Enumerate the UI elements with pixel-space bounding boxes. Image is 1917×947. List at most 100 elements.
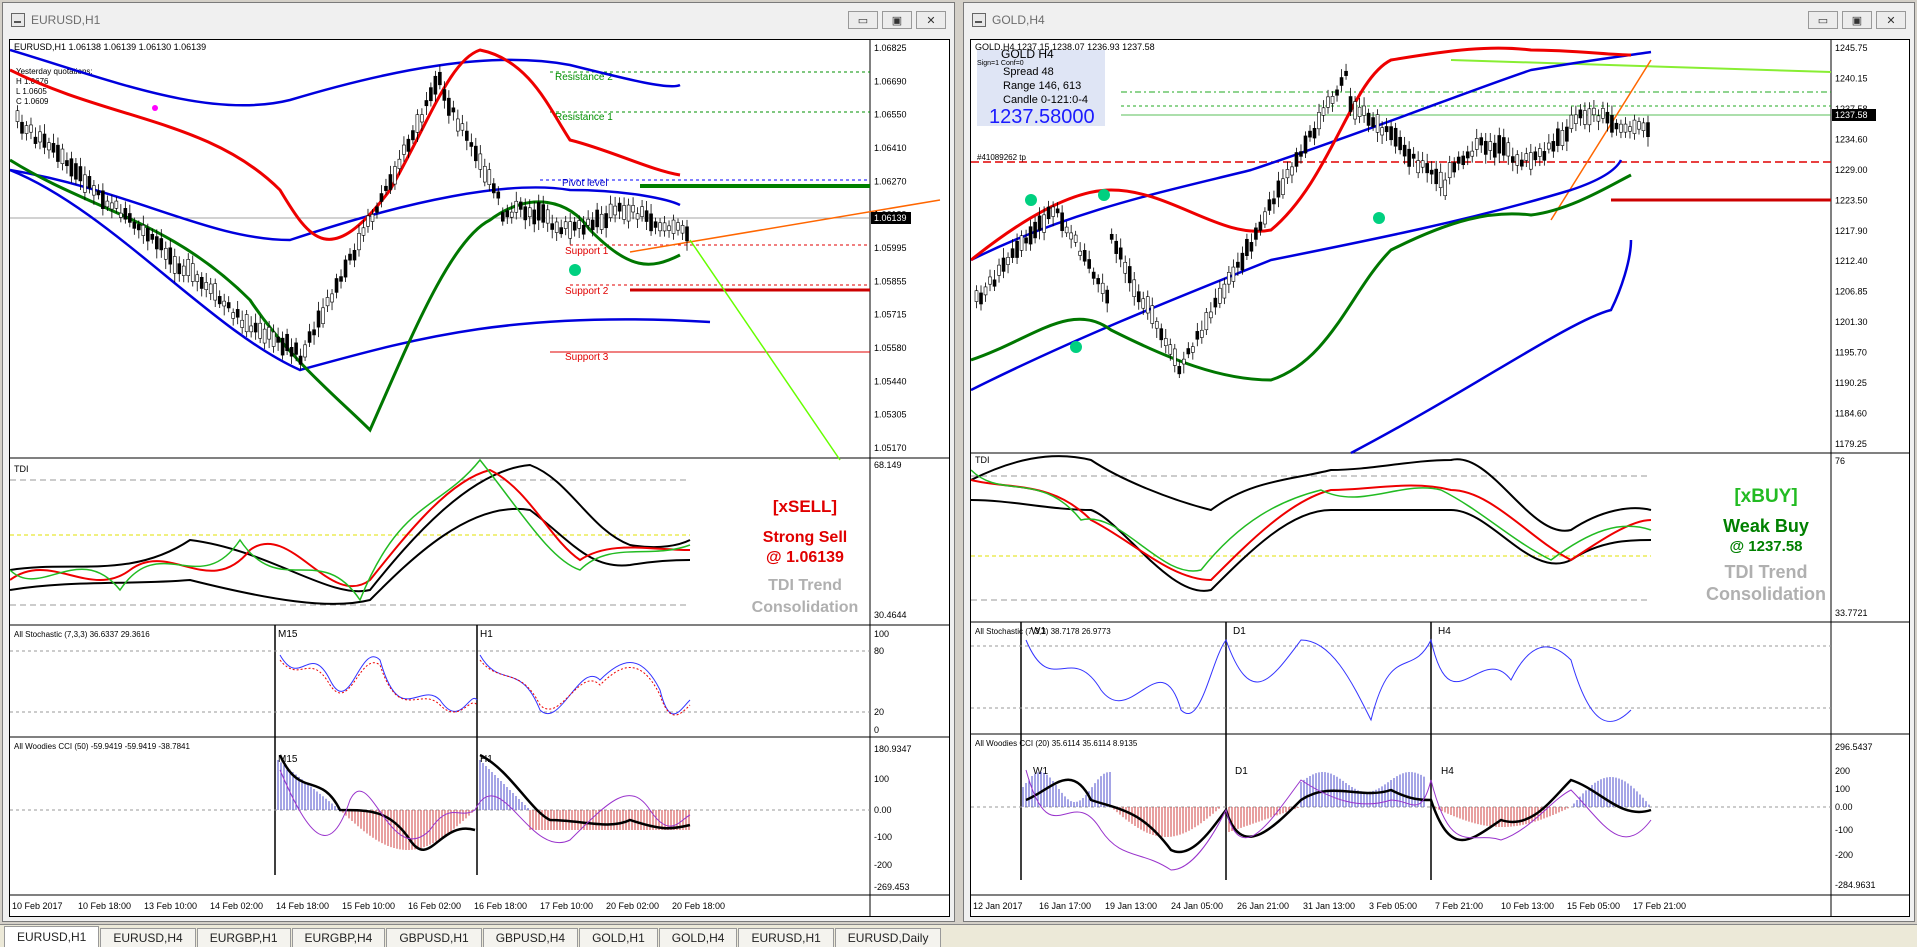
cci-line — [479, 753, 691, 830]
chart-window-eurusd[interactable]: EURUSD,H1 ▭ ▣ ✕ EURUSD,H1 1.06138 1.0613… — [2, 2, 955, 922]
chart-tab[interactable]: EURGBP,H4 — [291, 928, 386, 947]
candle — [1366, 112, 1371, 126]
support-3-label: Support 3 — [565, 352, 609, 363]
chart-tab[interactable]: EURUSD,H4 — [100, 928, 196, 947]
candle — [1281, 178, 1285, 195]
time-axis-label: 16 Jan 17:00 — [1039, 901, 1091, 911]
candle — [1087, 259, 1091, 269]
candle — [298, 355, 303, 365]
candle — [1411, 153, 1416, 159]
candle — [217, 296, 222, 305]
svg-text:TDI: TDI — [975, 455, 990, 465]
svg-text:80: 80 — [874, 646, 884, 656]
window-titlebar[interactable]: EURUSD,H1 ▭ ▣ ✕ — [3, 3, 954, 37]
upper-red-band — [971, 46, 1632, 262]
trend-state: Consolidation — [752, 599, 859, 616]
candle — [1123, 261, 1128, 274]
candle — [979, 292, 983, 305]
candle — [1479, 137, 1484, 146]
candle — [1614, 122, 1619, 130]
candle — [1145, 296, 1150, 314]
svg-text:-284.9631: -284.9631 — [1835, 880, 1876, 890]
candle — [249, 325, 253, 333]
candle — [119, 212, 123, 218]
window-title: GOLD,H4 — [992, 13, 1045, 27]
candle — [411, 130, 415, 141]
svg-text:All Stochastic (7,3,3) 38.7178: All Stochastic (7,3,3) 38.7178 26.9773 — [975, 627, 1111, 636]
candle — [1339, 77, 1344, 86]
chart-canvas[interactable]: GOLD,H4 1237.15 1238.07 1236.93 1237.58 … — [970, 39, 1910, 917]
candle — [1542, 151, 1547, 161]
svg-text:33.7721: 33.7721 — [1835, 608, 1868, 618]
info-spread: Spread 48 — [1003, 66, 1054, 78]
candle — [348, 253, 352, 261]
candle — [604, 213, 608, 229]
candle — [1019, 235, 1024, 251]
candle — [613, 205, 617, 216]
chart-tab[interactable]: EURUSD,Daily — [834, 928, 942, 947]
candle — [1587, 108, 1592, 126]
candle — [1263, 211, 1267, 225]
mid-blue-band — [10, 168, 681, 242]
candle — [1064, 226, 1069, 234]
candle — [101, 190, 105, 209]
signal-text: [xBUY] — [1734, 486, 1797, 507]
price-scale-label: 1212.40 — [1835, 256, 1868, 266]
candle — [1105, 289, 1109, 304]
candle — [1046, 206, 1051, 220]
candle — [599, 213, 604, 230]
candle — [123, 208, 128, 220]
candle — [1024, 237, 1028, 244]
candle — [500, 212, 505, 222]
price-scale-label: 1190.25 — [1835, 378, 1867, 388]
minimize-button[interactable]: ▭ — [848, 11, 878, 29]
maximize-button[interactable]: ▣ — [882, 11, 912, 29]
close-button[interactable]: ✕ — [916, 11, 946, 29]
candle — [375, 206, 379, 213]
candle — [222, 300, 226, 307]
chart-window-gold[interactable]: GOLD,H4 ▭ ▣ ✕ GOLD,H4 1237.15 1238.07 12… — [963, 2, 1915, 922]
price-scale-label: 1.05580 — [874, 343, 907, 353]
candle — [1006, 257, 1010, 265]
chart-tab[interactable]: GBPUSD,H1 — [386, 928, 482, 947]
close-button[interactable]: ✕ — [1876, 11, 1906, 29]
chart-tab[interactable]: EURUSD,H1 — [4, 926, 100, 947]
stochastic-header: All Stochastic (7,3,3) 36.6337 29.3616 — [14, 630, 150, 639]
svg-text:76: 76 — [1835, 456, 1845, 466]
current-price-badge — [871, 212, 911, 224]
candle — [199, 276, 204, 289]
chart-tab[interactable]: GOLD,H1 — [579, 928, 658, 947]
candle — [1182, 358, 1186, 365]
chart-tab[interactable]: GOLD,H4 — [658, 928, 738, 947]
tdi-label: TDI — [14, 464, 29, 474]
candle — [1533, 151, 1538, 161]
candle — [527, 207, 532, 218]
candle — [1425, 163, 1429, 174]
time-axis-label: 26 Jan 21:00 — [1237, 901, 1289, 911]
candle — [1353, 101, 1357, 120]
maximize-button[interactable]: ▣ — [1842, 11, 1872, 29]
chart-canvas[interactable]: EURUSD,H1 1.06138 1.06139 1.06130 1.0613… — [9, 39, 950, 917]
chart-tab[interactable]: EURUSD,H1 — [738, 928, 834, 947]
candle — [47, 142, 51, 151]
svg-text:100: 100 — [874, 774, 889, 784]
candle — [1312, 127, 1317, 139]
chart-tab[interactable]: GBPUSD,H4 — [482, 928, 579, 947]
pivot-label: Pivot level — [562, 178, 608, 189]
candle — [617, 202, 622, 212]
window-titlebar[interactable]: GOLD,H4 ▭ ▣ ✕ — [964, 3, 1914, 37]
candle — [312, 329, 316, 336]
minimize-button[interactable]: ▭ — [1808, 11, 1838, 29]
price-scale-label: 1.05995 — [874, 243, 907, 253]
candle — [370, 214, 375, 222]
candle — [379, 193, 384, 202]
candle — [1344, 70, 1348, 76]
candle — [554, 221, 559, 233]
candle — [1420, 160, 1425, 168]
candle — [339, 276, 343, 282]
candle — [1096, 278, 1100, 285]
info-box — [977, 50, 1105, 126]
chart-tab[interactable]: EURGBP,H1 — [196, 928, 291, 947]
price-scale-label: 1184.60 — [1835, 409, 1867, 419]
support-2-label: Support 2 — [565, 286, 609, 297]
